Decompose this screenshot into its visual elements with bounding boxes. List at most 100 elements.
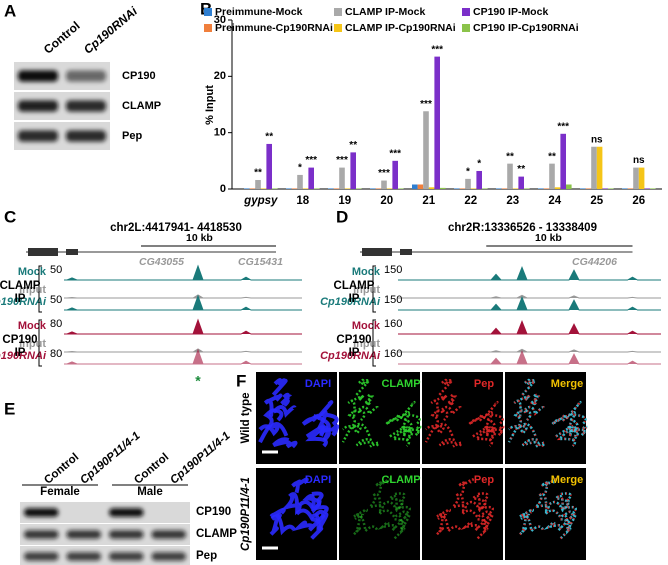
group-label: IP — [15, 293, 26, 305]
chromosome — [521, 405, 545, 421]
legend-label: CP190 IP-Mock — [473, 6, 548, 18]
lane-label: Control — [132, 451, 171, 486]
significance: *** — [431, 44, 443, 55]
chromosome — [378, 509, 406, 540]
chromosome — [430, 394, 448, 417]
chromosome — [562, 414, 580, 442]
bar — [566, 184, 572, 189]
bar — [560, 133, 566, 189]
bar — [434, 56, 440, 189]
band-label: CLAMP — [196, 528, 237, 540]
x-tick-label: gypsy — [243, 195, 278, 207]
track-name: Mock — [18, 320, 47, 332]
bar — [392, 160, 398, 189]
group-bracket — [372, 265, 376, 313]
chromosome — [291, 477, 309, 494]
legend-swatch — [334, 8, 342, 16]
chromosome — [438, 378, 453, 396]
chromosome — [477, 510, 494, 531]
bar — [333, 188, 340, 189]
blot-band — [24, 530, 59, 539]
chromosome — [547, 492, 572, 513]
bar — [518, 176, 524, 189]
legend-swatch — [204, 24, 212, 32]
band-label: Pep — [196, 550, 217, 562]
chromosome — [258, 408, 279, 444]
chromosome — [400, 411, 421, 437]
region: chr2L:4417941- 4418530 — [110, 222, 242, 234]
gene-label: CG43055 — [139, 256, 184, 268]
chromosome — [269, 507, 296, 536]
chromosome — [468, 400, 499, 426]
bar — [386, 188, 393, 189]
channel-label: DAPI — [305, 474, 331, 486]
track-signal — [398, 348, 661, 353]
bar — [496, 188, 502, 189]
chromosome — [457, 478, 474, 494]
band-label: CLAMP — [122, 100, 161, 112]
track-name: Input — [19, 338, 46, 350]
chromosome — [271, 405, 297, 422]
chromosome — [424, 409, 444, 443]
chromosome — [353, 513, 365, 536]
track-signal — [64, 294, 302, 299]
chromosome — [271, 378, 288, 397]
significance: * — [466, 167, 470, 178]
legend-swatch — [462, 8, 470, 16]
blot-bg — [20, 502, 190, 523]
chromosome — [385, 400, 416, 426]
bar — [370, 188, 376, 189]
x-tick-label: 22 — [464, 195, 477, 207]
y-tick-label: 10 — [214, 127, 226, 139]
bar — [602, 188, 608, 189]
blot-bg — [20, 524, 190, 545]
significance: *** — [420, 99, 432, 110]
chromosome — [363, 393, 375, 407]
chromosome — [353, 508, 379, 534]
bar — [412, 184, 418, 189]
bar — [381, 180, 387, 189]
chromosome-overlay — [513, 394, 531, 417]
significance: *** — [389, 148, 401, 159]
band-label: CP190 — [196, 506, 231, 518]
legend-swatch — [334, 24, 342, 32]
bar — [428, 187, 435, 189]
bar — [470, 188, 477, 189]
chromosome — [394, 510, 411, 531]
blot-bg — [20, 546, 190, 565]
track-name: Cp190RNAi — [0, 296, 47, 308]
chromosome — [425, 422, 454, 437]
exon — [66, 249, 78, 255]
legend-label: Preimmune-Mock — [215, 6, 303, 18]
channel-label: Merge — [551, 474, 583, 486]
blot-band — [66, 530, 101, 539]
lane-label: Cp190RNAi — [81, 4, 141, 57]
track-signal — [398, 266, 661, 281]
marker: * — [195, 373, 201, 389]
chromosome — [311, 509, 329, 532]
sex-label: Female — [40, 486, 80, 498]
row-label: Wild type — [240, 392, 252, 443]
blot-band — [66, 70, 106, 82]
chromosome — [377, 515, 408, 531]
exon — [362, 248, 392, 256]
panel-label: F — [236, 371, 246, 390]
track-max: 80 — [50, 348, 62, 360]
bar — [297, 174, 303, 189]
legend-swatch — [204, 8, 212, 16]
chromosome-overlay — [567, 411, 587, 437]
track-signal — [64, 348, 302, 353]
channel-label: Pep — [474, 474, 494, 486]
chromosome — [464, 492, 489, 513]
legend-label: CP190 IP-Cp190RNAi — [473, 22, 579, 34]
chromosome — [316, 424, 340, 437]
bar — [543, 188, 550, 189]
x-tick-label: 25 — [590, 195, 603, 207]
chromosome-overlay — [551, 401, 582, 425]
y-tick-label: 30 — [214, 14, 226, 26]
x-tick-label: 18 — [296, 195, 309, 207]
channel-label: CLAMP — [381, 378, 420, 390]
track-max: 160 — [384, 318, 402, 330]
